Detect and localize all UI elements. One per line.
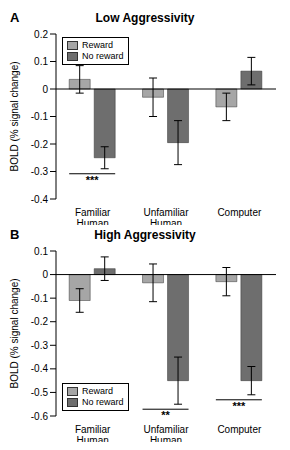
svg-text:-0.6: -0.6: [31, 411, 49, 422]
svg-text:-0.3: -0.3: [31, 340, 49, 351]
svg-text:-0.2: -0.2: [31, 139, 49, 150]
svg-text:UnfamiliarHuman: UnfamiliarHuman: [143, 424, 189, 442]
svg-text:Computer: Computer: [217, 424, 262, 435]
svg-text:Computer: Computer: [217, 207, 262, 218]
svg-text:**: **: [161, 409, 170, 421]
svg-text:-0.4: -0.4: [31, 194, 49, 205]
svg-text:0: 0: [42, 84, 48, 95]
html-text:Reward: Reward: [82, 40, 113, 50]
svg-text:UnfamiliarHuman: UnfamiliarHuman: [143, 207, 189, 225]
svg-text:FamiliarHuman: FamiliarHuman: [75, 424, 111, 442]
svg-text:0.1: 0.1: [34, 246, 48, 257]
html-text:High Aggressivity: High Aggressivity: [94, 228, 196, 242]
svg-text:0.2: 0.2: [34, 29, 48, 40]
svg-text:FamiliarHuman: FamiliarHuman: [75, 207, 111, 225]
svg-text:-0.4: -0.4: [31, 363, 49, 374]
html-text:A: A: [10, 10, 20, 25]
svg-text:0: 0: [42, 269, 48, 280]
html-text:No reward: No reward: [82, 51, 124, 61]
svg-text:-0.3: -0.3: [31, 166, 49, 177]
svg-text:-0.1: -0.1: [31, 293, 49, 304]
svg-text:-0.5: -0.5: [31, 387, 49, 398]
svg-text:-0.2: -0.2: [31, 316, 49, 327]
svg-text:0.1: 0.1: [34, 56, 48, 67]
html-text:B: B: [10, 227, 20, 242]
svg-text:***: ***: [86, 174, 100, 186]
html-text:No reward: No reward: [82, 397, 124, 407]
svg-text:***: ***: [232, 400, 246, 412]
svg-text:-0.1: -0.1: [31, 111, 49, 122]
html-text:Low Aggressivity: Low Aggressivity: [95, 11, 195, 25]
html-text:Reward: Reward: [82, 386, 113, 396]
svg-text:BOLD (% signal change): BOLD (% signal change): [9, 278, 20, 388]
svg-text:BOLD (% signal change): BOLD (% signal change): [9, 61, 20, 171]
